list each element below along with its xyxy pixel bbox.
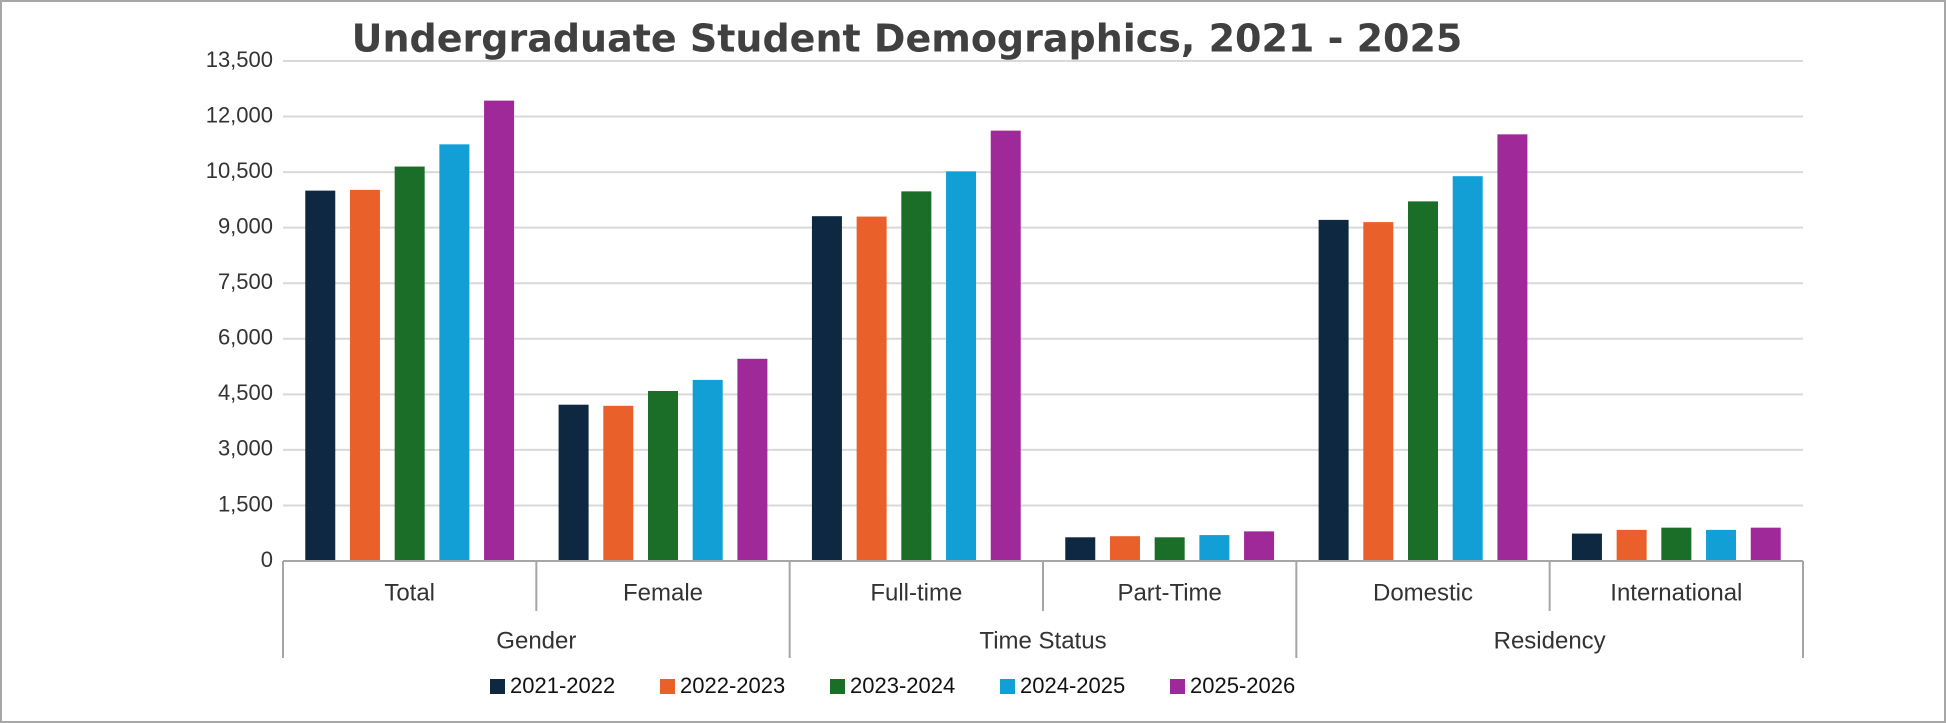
bar (349, 189, 380, 561)
y-tick-label: 10,500 (206, 158, 273, 183)
y-tick-label: 7,500 (218, 269, 273, 294)
legend-label: 2025-2026 (1190, 673, 1295, 698)
group-label: Residency (1494, 627, 1606, 654)
y-tick-label: 12,000 (206, 102, 273, 127)
bar (1408, 201, 1438, 562)
x-tick-label: Total (384, 579, 435, 606)
bar (648, 391, 678, 561)
bar (1199, 535, 1230, 561)
legend-label: 2021-2022 (510, 673, 615, 698)
bar (603, 405, 634, 561)
legend-swatch (490, 679, 505, 694)
y-tick-label: 1,500 (218, 491, 273, 516)
bar (1109, 536, 1140, 561)
y-tick-label: 13,500 (206, 47, 273, 72)
bar (811, 216, 842, 561)
bar (1363, 222, 1394, 561)
legend-swatch (830, 679, 845, 694)
bar (1706, 529, 1737, 561)
bar (1318, 219, 1349, 561)
x-tick-label: Domestic (1373, 579, 1473, 606)
x-tick-label: Part-Time (1117, 579, 1221, 606)
y-tick-label: 4,500 (218, 380, 273, 405)
bar (439, 144, 470, 562)
legend-swatch (660, 679, 675, 694)
legend-swatch (1170, 679, 1185, 694)
y-tick-label: 0 (261, 547, 273, 572)
bar (990, 130, 1021, 561)
legend-swatch (1000, 679, 1015, 694)
bar (305, 190, 336, 561)
y-tick-label: 3,000 (218, 436, 273, 461)
x-tick-label: Full-time (870, 579, 962, 606)
bar (1497, 134, 1528, 562)
bar (1452, 176, 1483, 561)
bar (1154, 537, 1185, 561)
bar (1065, 537, 1096, 561)
legend-label: 2022-2023 (680, 673, 785, 698)
bar (737, 358, 768, 561)
bar (394, 166, 425, 562)
bar (692, 379, 723, 561)
bar (856, 216, 887, 562)
bar (1750, 527, 1781, 561)
y-tick-label: 9,000 (218, 213, 273, 238)
bar (1616, 529, 1647, 561)
bar (901, 191, 932, 562)
legend-label: 2023-2024 (850, 673, 955, 698)
group-label: Gender (496, 627, 576, 654)
x-tick-label: International (1610, 579, 1742, 606)
group-label: Time Status (979, 627, 1106, 654)
bar (1244, 531, 1275, 561)
bar (946, 171, 977, 562)
bar (1571, 533, 1602, 561)
chart-title: Undergraduate Student Demographics, 2021… (352, 17, 1463, 61)
bar (1661, 527, 1692, 561)
bar (484, 100, 515, 561)
bar (558, 404, 589, 561)
y-tick-label: 6,000 (218, 325, 273, 350)
x-tick-label: Female (623, 579, 703, 606)
legend-label: 2024-2025 (1020, 673, 1125, 698)
